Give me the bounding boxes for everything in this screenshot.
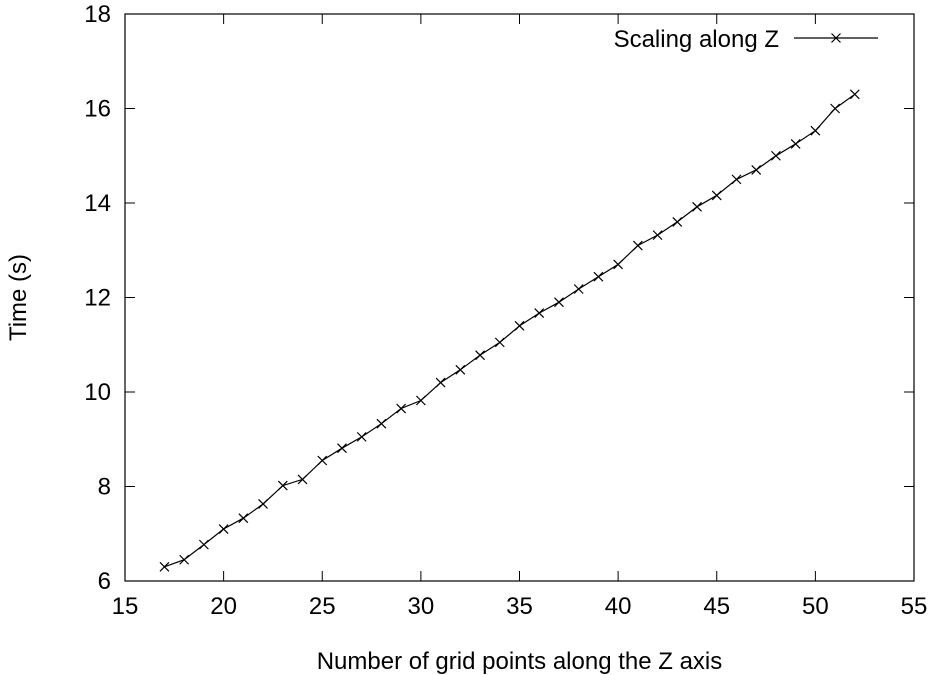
x-tick-label: 25 xyxy=(309,593,336,620)
x-tick-label: 50 xyxy=(802,593,829,620)
y-tick-label: 6 xyxy=(98,568,111,595)
y-tick-label: 12 xyxy=(84,285,111,312)
data-point-marker xyxy=(297,474,308,485)
data-point-marker xyxy=(514,320,525,331)
legend-label: Scaling along Z xyxy=(614,26,779,53)
y-tick-label: 10 xyxy=(84,379,111,406)
legend-marker xyxy=(831,33,841,43)
data-point-marker xyxy=(277,480,288,491)
data-point-marker xyxy=(218,524,229,534)
data-point-marker xyxy=(613,259,624,270)
data-point-marker xyxy=(672,216,683,227)
data-point-marker xyxy=(258,499,268,509)
y-tick-label: 16 xyxy=(84,96,111,123)
x-tick-label: 15 xyxy=(112,593,139,620)
x-tick-label: 40 xyxy=(605,593,632,620)
plot-frame xyxy=(124,13,915,582)
data-point-marker xyxy=(554,297,564,308)
x-tick-label: 20 xyxy=(210,593,237,620)
data-point-marker xyxy=(771,150,781,161)
tick-labels: 15 20 25 30 35 40 45 50 55 6 8 10 12 14 16 18 xyxy=(84,1,927,620)
data-point-marker xyxy=(159,561,170,572)
axis-ticks xyxy=(124,13,915,582)
data-point-marker xyxy=(573,284,584,294)
x-tick-label: 45 xyxy=(703,593,730,620)
data-point-marker xyxy=(337,443,347,454)
x-tick-label: 55 xyxy=(901,593,928,620)
data-point-marker xyxy=(692,201,702,212)
data-point-marker xyxy=(494,337,505,348)
data-point-marker xyxy=(711,190,722,201)
data-point-marker xyxy=(198,539,209,550)
data-point-marker xyxy=(751,165,762,175)
plot-area xyxy=(124,13,915,582)
x-tick-label: 35 xyxy=(506,593,533,620)
data-point-marker xyxy=(810,125,821,136)
data-point-marker xyxy=(849,89,860,100)
data-point-marker xyxy=(475,350,485,361)
data-point-marker xyxy=(632,240,643,251)
data-point-marker xyxy=(415,395,426,406)
y-tick-label: 8 xyxy=(98,474,111,501)
legend: Scaling along Z xyxy=(614,26,878,53)
data-point-marker xyxy=(179,554,190,565)
data-point-marker xyxy=(790,139,801,149)
y-tick-label: 18 xyxy=(84,1,111,28)
data-point-marker xyxy=(455,364,466,375)
x-axis-label: Number of grid points along the Z axis xyxy=(317,648,723,675)
data-point-marker xyxy=(652,230,663,241)
x-tick-label: 30 xyxy=(408,593,435,620)
data-point-marker xyxy=(593,271,604,282)
data-point-marker xyxy=(830,103,841,114)
data-point-marker xyxy=(376,418,387,429)
y-tick-label: 14 xyxy=(84,190,111,217)
data-point-marker xyxy=(356,431,367,442)
data-point-marker xyxy=(317,455,328,466)
data-point-marker xyxy=(435,377,446,388)
data-point-marker xyxy=(238,513,249,524)
data-point-marker xyxy=(396,403,407,414)
series-layer xyxy=(159,89,860,572)
data-point-marker xyxy=(731,174,742,185)
series-line xyxy=(164,93,856,568)
data-point-marker xyxy=(534,308,545,319)
y-axis-label: Time (s) xyxy=(5,254,32,341)
